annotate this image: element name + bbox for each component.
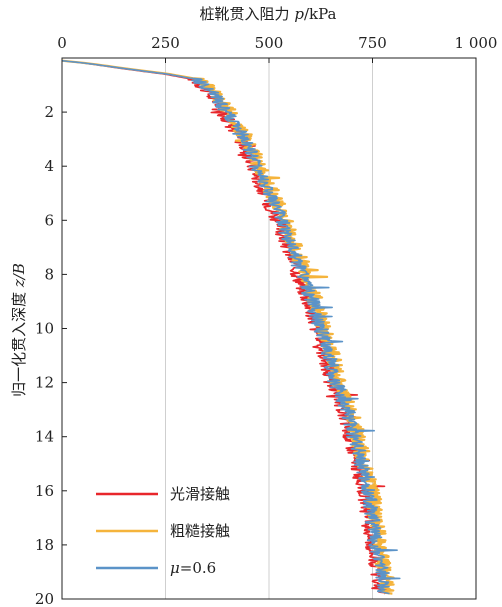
x-tick-label: 250 — [151, 34, 180, 52]
y-tick-label: 12 — [35, 374, 54, 392]
x-tick-label: 750 — [358, 34, 387, 52]
y-axis-ticks: 2 4 6 8 10 12 14 16 18 20 — [35, 103, 67, 607]
legend-label-rough: 粗糙接触 — [170, 522, 230, 540]
x-axis-title-text: 桩靴贯入阻力 — [200, 5, 295, 23]
x-axis-ticks: 0 250 500 750 1 000 — [57, 34, 497, 63]
legend: 光滑接触 粗糙接触 μ=0.6 — [96, 485, 230, 577]
y-tick-label: 10 — [35, 320, 54, 338]
legend-label-smooth: 光滑接触 — [170, 485, 230, 503]
y-axis-title-text: 归一化贯入深度 — [10, 287, 28, 397]
y-tick-label: 4 — [44, 157, 54, 175]
gridlines — [165, 58, 373, 599]
y-tick-label: 14 — [35, 428, 54, 446]
y-tick-label: 6 — [44, 211, 54, 229]
y-tick-label: 8 — [44, 265, 54, 283]
x-tick-label: 0 — [57, 34, 67, 52]
legend-label-mu-symbol: μ — [170, 559, 180, 577]
y-tick-label: 16 — [35, 482, 54, 500]
x-tick-label: 1 000 — [455, 34, 498, 52]
series-smooth-contact — [61, 59, 388, 595]
y-axis-title-variable: z/B — [10, 263, 28, 288]
y-tick-label: 20 — [35, 590, 54, 607]
x-tick-label: 500 — [255, 34, 284, 52]
y-tick-label: 18 — [35, 536, 54, 554]
series-mu-0-6 — [61, 59, 401, 595]
series-group — [61, 59, 401, 595]
y-tick-label: 2 — [44, 103, 54, 121]
x-axis-title-variable: p — [294, 5, 304, 23]
series-rough-contact — [61, 59, 395, 595]
legend-label-mu: μ=0.6 — [170, 559, 216, 577]
x-axis-title-unit: /kPa — [304, 5, 337, 23]
legend-label-mu-value: =0.6 — [180, 559, 216, 577]
x-axis-title: 桩靴贯入阻力 p/kPa — [200, 5, 337, 23]
y-axis-title: 归一化贯入深度 z/B — [10, 263, 28, 397]
